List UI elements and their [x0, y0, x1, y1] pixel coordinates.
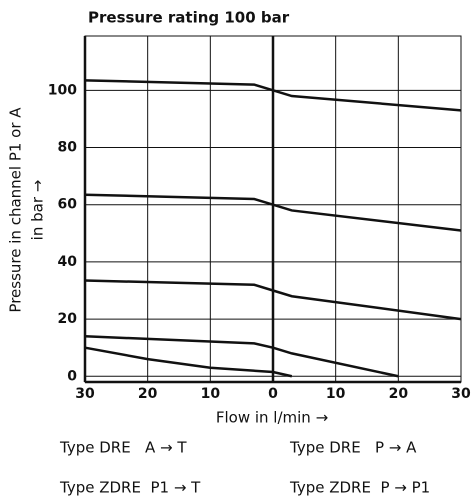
y-tick-label: 0 [67, 368, 77, 384]
annotation: Type DRE P → A [289, 439, 417, 457]
line [84, 346, 293, 378]
x-tick-label: 10 [201, 386, 221, 402]
x-tick-label: 0 [268, 386, 278, 402]
y-axis-label: Pressure in channel P1 or A [7, 107, 25, 313]
x-tick-label: 30 [451, 386, 471, 402]
x-tick-label: 10 [326, 386, 346, 402]
y-tick-label: 60 [58, 197, 78, 213]
x-tick-label: 20 [389, 386, 409, 402]
y-tick-label: 20 [58, 311, 78, 327]
annotation: Type DRE A → T [59, 439, 187, 457]
x-axis-label: Flow in l/min → [216, 409, 328, 427]
x-tick-label: 30 [75, 386, 95, 402]
line [84, 279, 462, 321]
line [84, 79, 462, 112]
y-tick-label: 80 [58, 140, 78, 156]
line [84, 334, 399, 378]
annotation: Type ZDRE P → P1 [289, 479, 430, 497]
y-axis-label: in bar → [29, 180, 47, 241]
y-tick-label: 100 [48, 82, 77, 98]
chart-title: Pressure rating 100 bar [88, 9, 290, 27]
annotation: Type ZDRE P1 → T [59, 479, 201, 497]
y-tick-label: 40 [58, 254, 78, 270]
x-tick-label: 20 [138, 386, 158, 402]
line [84, 193, 462, 232]
